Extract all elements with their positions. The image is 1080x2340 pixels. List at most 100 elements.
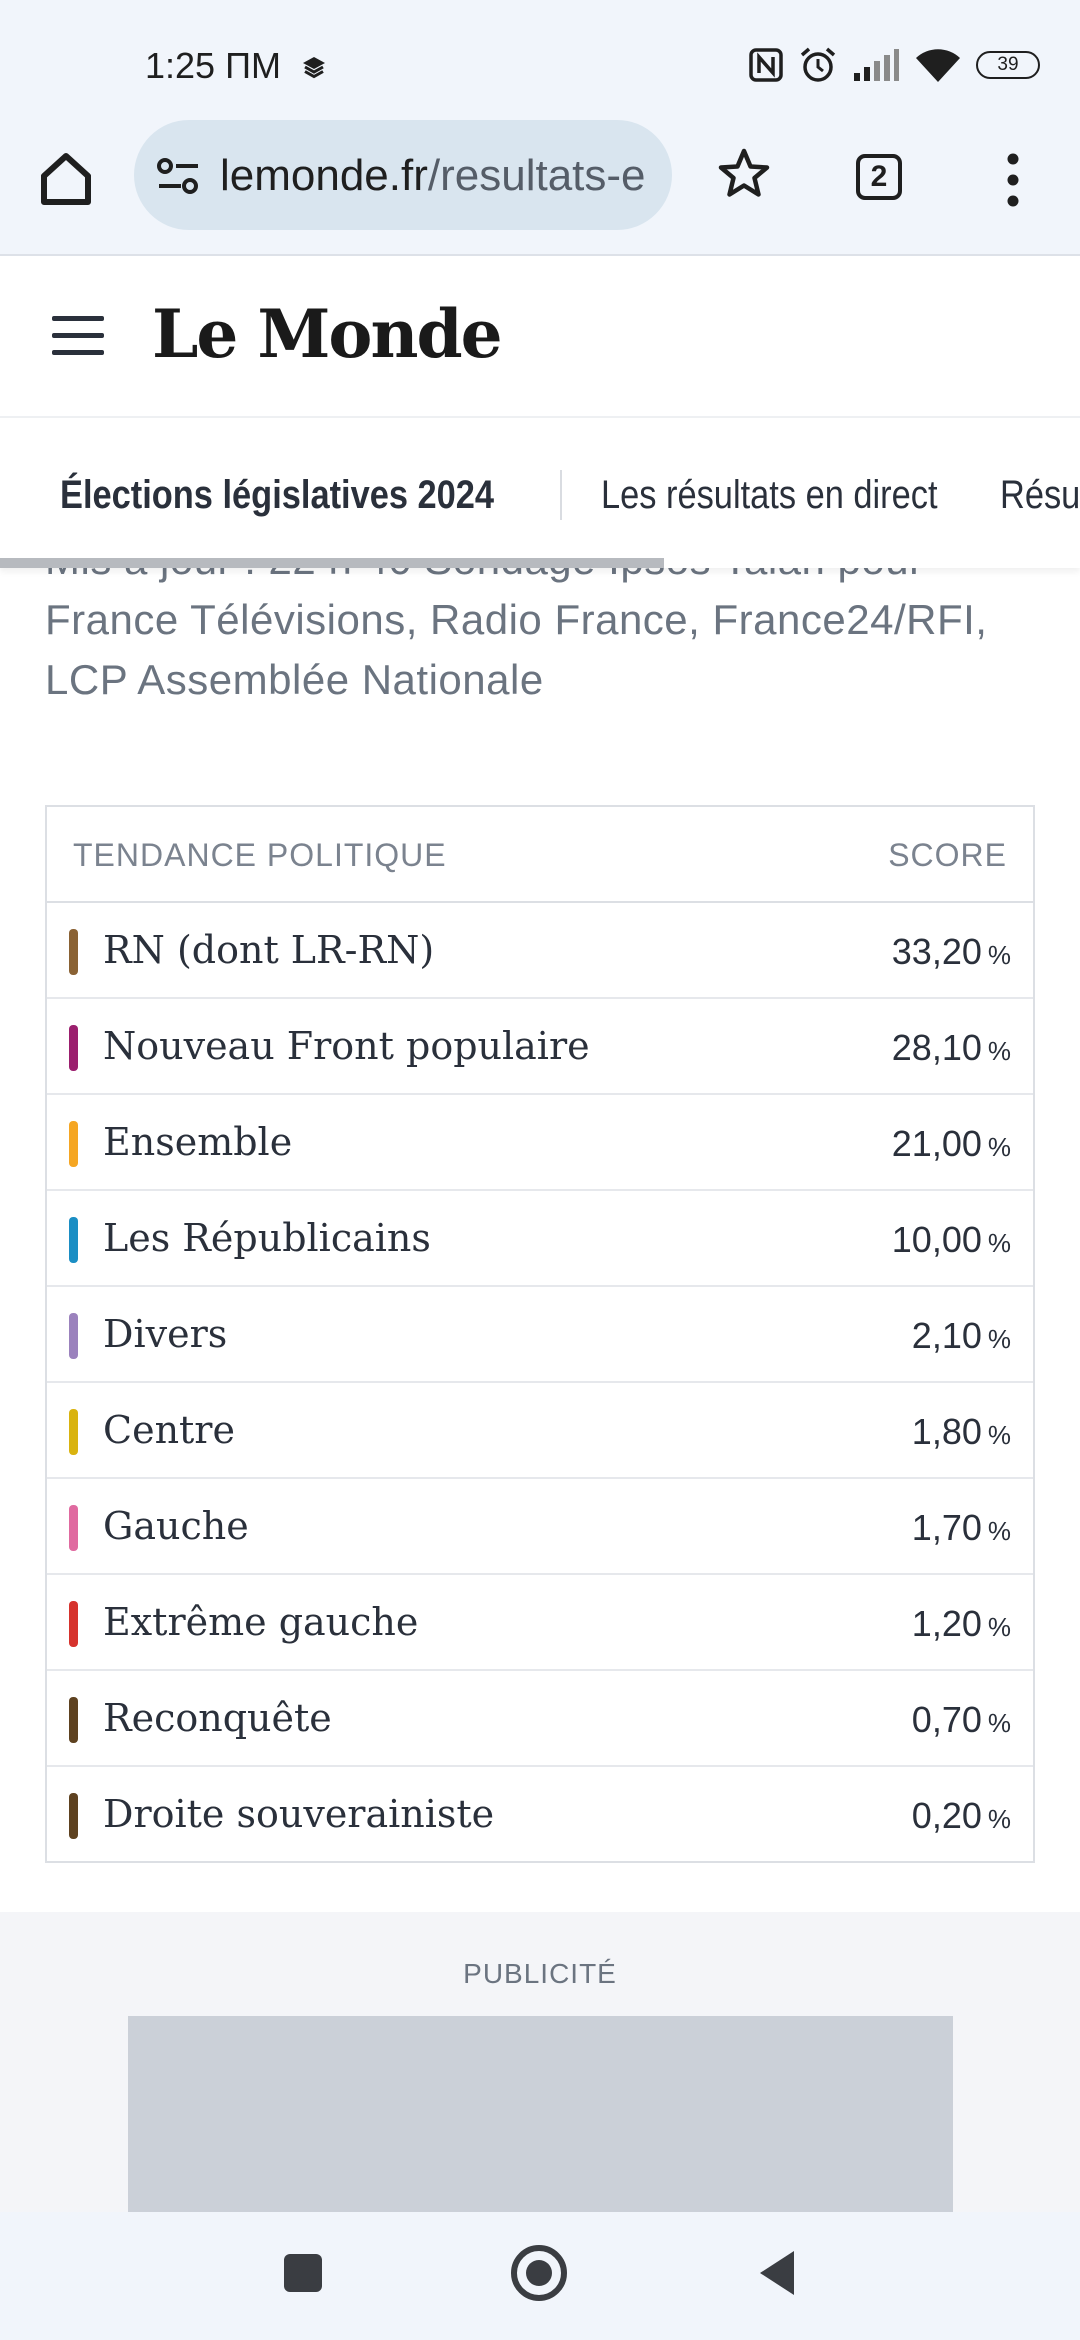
party-color-swatch [69, 1025, 78, 1071]
party-color-swatch [69, 1217, 78, 1263]
nav-separator [560, 470, 562, 520]
percent-sign: % [987, 1132, 1011, 1162]
more-vert-icon[interactable] [1000, 152, 1026, 208]
result-row: Droite souverainiste 0,20% [47, 1767, 1033, 1861]
party-score: 0,20% [912, 1791, 1011, 1844]
result-row: Les Républicains 10,00% [47, 1191, 1033, 1287]
nav-item-more[interactable]: Résu [1000, 473, 1080, 517]
party-name: Gauche [103, 1504, 249, 1548]
results-table: TENDANCE POLITIQUE SCORE RN (dont LR-RN)… [45, 805, 1035, 1863]
back-icon[interactable] [756, 2248, 798, 2298]
tabs-icon[interactable]: 2 [856, 154, 902, 200]
party-color-swatch [69, 1409, 78, 1455]
percent-sign: % [987, 1708, 1011, 1738]
score-value: 0,20 [911, 1795, 982, 1836]
result-row: Ensemble 21,00% [47, 1095, 1033, 1191]
url-text[interactable]: lemonde.fr/resultats-e [220, 150, 646, 202]
result-row: Divers 2,10% [47, 1287, 1033, 1383]
party-score: 2,10% [912, 1311, 1011, 1364]
party-score: 1,70% [912, 1503, 1011, 1556]
layers-icon [301, 46, 327, 90]
party-name: Nouveau Front populaire [103, 1024, 590, 1068]
star-icon [718, 148, 770, 197]
percent-sign: % [987, 1804, 1011, 1834]
score-value: 10,00 [891, 1219, 982, 1260]
nav-item-live-results[interactable]: Les résultats en direct [601, 473, 938, 517]
alarm-icon [798, 45, 838, 85]
url-path: /resultats-e [427, 151, 646, 200]
percent-sign: % [987, 1036, 1011, 1066]
signal-icon [852, 47, 900, 83]
party-score: 21,00% [892, 1119, 1011, 1172]
percent-sign: % [987, 1516, 1011, 1546]
site-logo[interactable]: Le Monde [152, 295, 503, 373]
site-header: Le Monde [0, 256, 1080, 418]
nfc-icon [748, 47, 784, 83]
menu-icon[interactable] [52, 316, 104, 356]
party-name: Droite souverainiste [103, 1792, 495, 1836]
party-name: Divers [103, 1312, 228, 1356]
party-color-swatch [69, 1697, 78, 1743]
reading-progress-bar [0, 558, 664, 568]
home-button[interactable] [36, 148, 96, 208]
result-row: Centre 1,80% [47, 1383, 1033, 1479]
result-row: RN (dont LR-RN) 33,20% [47, 903, 1033, 999]
tab-count: 2 [870, 160, 888, 193]
party-name: Les Républicains [103, 1216, 431, 1260]
score-value: 1,80 [911, 1411, 982, 1452]
party-score: 1,20% [912, 1599, 1011, 1652]
recents-icon[interactable] [282, 2252, 324, 2294]
party-score: 0,70% [912, 1695, 1011, 1748]
status-time: 1:25 ПМ [145, 44, 327, 90]
site-settings-icon[interactable] [156, 156, 202, 201]
party-name: Centre [103, 1408, 235, 1452]
party-color-swatch [69, 1313, 78, 1359]
result-row: Gauche 1,70% [47, 1479, 1033, 1575]
score-value: 33,20 [891, 931, 982, 972]
party-color-swatch [69, 1793, 78, 1839]
ad-label: PUBLICITÉ [463, 1958, 617, 1989]
percent-sign: % [987, 1324, 1011, 1354]
party-color-swatch [69, 929, 78, 975]
result-row: Reconquête 0,70% [47, 1671, 1033, 1767]
battery-level: 39 [997, 54, 1019, 75]
battery-icon: 39 [976, 51, 1040, 79]
score-value: 1,70 [911, 1507, 982, 1548]
party-name: Reconquête [103, 1696, 332, 1740]
party-name: Extrême gauche [103, 1600, 419, 1644]
home-icon [41, 153, 91, 205]
results-header: TENDANCE POLITIQUE SCORE [47, 807, 1033, 903]
url-host: lemonde.fr [220, 151, 428, 200]
percent-sign: % [987, 1612, 1011, 1642]
result-row: Nouveau Front populaire 28,10% [47, 999, 1033, 1095]
clock-text: 1:25 ПМ [145, 45, 281, 86]
percent-sign: % [987, 940, 1011, 970]
score-value: 1,20 [911, 1603, 982, 1644]
home-circle-icon[interactable] [510, 2244, 568, 2302]
system-nav-bar [0, 2212, 1080, 2340]
party-name: RN (dont LR-RN) [103, 928, 435, 972]
wifi-icon [914, 46, 962, 84]
party-score: 28,10% [892, 1023, 1011, 1076]
party-score: 33,20% [892, 927, 1011, 980]
header-score: SCORE [888, 837, 1007, 873]
address-bar[interactable]: lemonde.fr/resultats-e [134, 120, 672, 230]
party-color-swatch [69, 1121, 78, 1167]
party-score: 1,80% [912, 1407, 1011, 1460]
party-color-swatch [69, 1505, 78, 1551]
score-value: 0,70 [911, 1699, 982, 1740]
party-score: 10,00% [892, 1215, 1011, 1268]
party-name: Ensemble [103, 1120, 293, 1164]
status-bar: 1:25 ПМ 39 [0, 0, 1080, 120]
status-icons: 39 [748, 42, 1040, 88]
result-row: Extrême gauche 1,20% [47, 1575, 1033, 1671]
ad-placeholder[interactable] [128, 2016, 953, 2212]
percent-sign: % [987, 1420, 1011, 1450]
browser-toolbar: lemonde.fr/resultats-e 2 [0, 120, 1080, 256]
party-color-swatch [69, 1601, 78, 1647]
percent-sign: % [987, 1228, 1011, 1258]
section-nav: Élections législatives 2024 Les résultat… [0, 418, 1080, 568]
nav-item-elections[interactable]: Élections législatives 2024 [60, 473, 495, 517]
score-value: 28,10 [891, 1027, 982, 1068]
bookmark-button[interactable] [716, 146, 772, 207]
